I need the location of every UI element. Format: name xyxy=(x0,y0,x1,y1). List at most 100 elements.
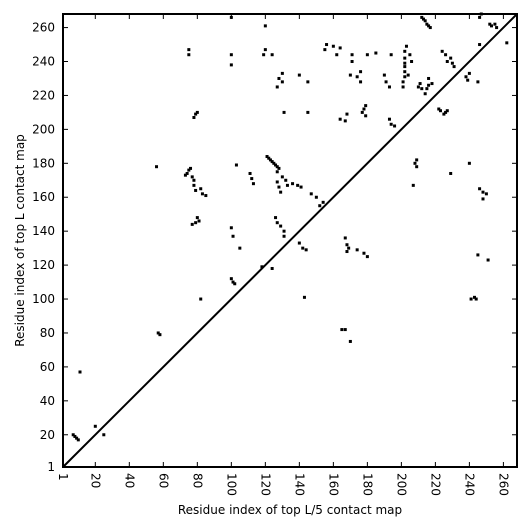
y-tick-label: 220 xyxy=(32,88,55,102)
contact-point xyxy=(420,15,424,19)
contact-point xyxy=(190,222,194,226)
contact-point xyxy=(343,236,347,240)
x-axis-title: Residue index of top L/5 contact map xyxy=(178,503,402,517)
contact-point xyxy=(284,178,288,182)
contact-point xyxy=(442,112,446,116)
contact-point xyxy=(478,187,482,191)
contact-point xyxy=(408,53,412,57)
contact-point xyxy=(403,75,407,79)
contact-point xyxy=(345,250,349,254)
contact-point xyxy=(318,204,322,208)
contact-point xyxy=(350,60,354,64)
contact-point xyxy=(420,87,424,91)
contact-point xyxy=(423,92,427,96)
points-layer xyxy=(71,12,509,442)
contact-point xyxy=(263,48,267,52)
contact-point xyxy=(335,53,339,57)
contact-point xyxy=(452,65,456,69)
contact-point xyxy=(410,60,414,64)
contact-point xyxy=(389,53,393,57)
contact-point xyxy=(338,46,342,50)
contact-point xyxy=(306,80,310,84)
contact-point xyxy=(301,246,305,250)
contact-point xyxy=(488,22,492,26)
contact-point xyxy=(403,49,407,53)
contact-point xyxy=(229,53,233,57)
contact-point xyxy=(438,109,442,113)
contact-point xyxy=(251,182,255,186)
contact-point xyxy=(199,297,203,301)
contact-point xyxy=(280,175,284,179)
contact-point xyxy=(229,277,233,281)
contact-point xyxy=(306,110,310,114)
contact-point xyxy=(430,82,434,86)
x-tick-label: 100 xyxy=(224,473,238,496)
contact-point xyxy=(197,219,201,223)
contact-point xyxy=(192,178,196,182)
y-tick-label: 260 xyxy=(32,21,55,35)
contact-point xyxy=(345,243,349,247)
contact-point xyxy=(495,26,499,30)
contact-point xyxy=(472,295,476,299)
contact-point xyxy=(323,48,327,52)
contact-point xyxy=(360,110,364,114)
contact-point xyxy=(199,187,203,191)
contact-point xyxy=(274,163,278,167)
contact-point xyxy=(190,175,194,179)
contact-point xyxy=(427,76,431,80)
contact-point xyxy=(474,297,478,301)
contact-point xyxy=(194,188,198,192)
y-tick-label: 60 xyxy=(40,360,55,374)
contact-point xyxy=(231,234,235,238)
contact-point xyxy=(263,24,267,28)
contact-point xyxy=(481,197,485,201)
contact-point xyxy=(75,436,79,440)
contact-point xyxy=(478,43,482,47)
contact-point xyxy=(279,224,283,228)
contact-point xyxy=(304,248,308,252)
contact-point xyxy=(403,61,407,65)
contact-point xyxy=(78,370,82,374)
contact-point xyxy=(331,44,335,48)
contact-point xyxy=(493,22,497,26)
contact-point xyxy=(275,165,279,169)
contact-point xyxy=(486,258,490,262)
contact-point xyxy=(200,192,204,196)
contact-point xyxy=(418,82,422,86)
contact-point xyxy=(449,56,453,60)
contact-point xyxy=(187,48,191,52)
contact-point xyxy=(387,117,391,121)
y-tick-label: 140 xyxy=(32,224,55,238)
contact-point xyxy=(71,433,75,437)
contact-point xyxy=(427,24,431,28)
contact-point xyxy=(401,80,405,84)
contact-point xyxy=(467,161,471,165)
contact-point xyxy=(275,170,279,174)
contact-point xyxy=(423,19,427,23)
contact-point xyxy=(403,70,407,74)
x-tick-label: 20 xyxy=(88,473,102,488)
contact-point xyxy=(302,295,306,299)
contact-point xyxy=(427,83,431,87)
contact-point xyxy=(382,73,386,77)
contact-point xyxy=(359,80,363,84)
contact-point xyxy=(270,53,274,57)
x-tick-label: 1 xyxy=(56,473,70,481)
x-tick-label: 260 xyxy=(496,473,510,496)
contact-point xyxy=(204,194,208,198)
contact-point xyxy=(280,80,284,84)
contact-point xyxy=(296,183,300,187)
contact-point xyxy=(416,85,420,89)
contact-point xyxy=(403,56,407,60)
contact-point xyxy=(464,75,468,79)
contact-point xyxy=(444,53,448,57)
contact-point xyxy=(280,71,284,75)
contact-point xyxy=(275,180,279,184)
contact-point xyxy=(425,22,429,26)
contact-point xyxy=(476,80,480,84)
contact-point xyxy=(272,161,276,165)
y-tick-label: 20 xyxy=(40,428,55,442)
plot-frame xyxy=(62,13,518,468)
contact-point xyxy=(505,41,509,45)
